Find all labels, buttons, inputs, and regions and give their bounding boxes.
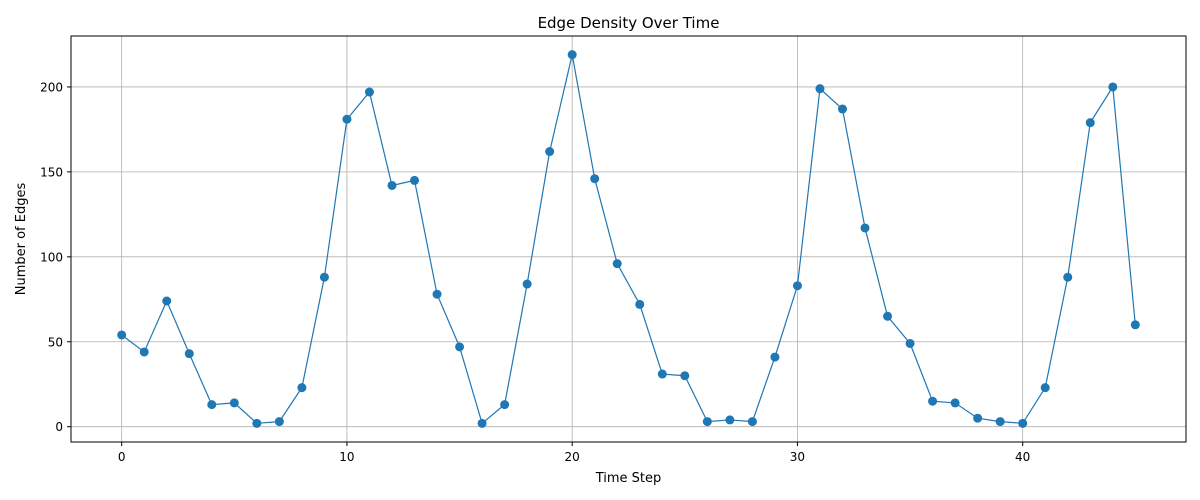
y-tick-label: 0 (55, 420, 63, 434)
data-point (815, 84, 825, 94)
data-point (432, 289, 442, 299)
data-point (500, 400, 510, 410)
data-point (117, 330, 127, 340)
data-point (973, 413, 983, 423)
data-point (725, 415, 735, 425)
data-point (207, 400, 217, 410)
data-point (837, 104, 847, 114)
x-axis-label: Time Step (595, 471, 662, 486)
y-tick-label: 100 (40, 250, 63, 264)
data-point (1108, 82, 1118, 92)
data-point (477, 418, 487, 428)
data-point (995, 417, 1005, 427)
data-point (567, 50, 577, 60)
y-tick-label: 50 (48, 335, 63, 349)
data-point (522, 279, 532, 289)
data-point (1040, 383, 1050, 393)
data-point (342, 114, 352, 124)
grid (71, 36, 1186, 442)
data-point (229, 398, 239, 408)
ticks: 0 10 20 30 40 0 50 100 150 200 (40, 80, 1030, 464)
data-point (792, 281, 802, 291)
series-line (121, 54, 1136, 425)
data-point (387, 180, 397, 190)
data-point (883, 311, 893, 321)
data-point (747, 417, 757, 427)
data-point (252, 418, 262, 428)
plot-frame (70, 35, 1187, 443)
chart-title: Edge Density Over Time (538, 14, 720, 32)
data-point (297, 383, 307, 393)
y-axis-label: Number of Edges (14, 183, 29, 296)
data-point (860, 223, 870, 233)
data-point (635, 299, 645, 309)
data-point (139, 347, 149, 357)
data-point (1018, 418, 1028, 428)
data-point (319, 272, 329, 282)
x-tick-label: 20 (565, 450, 580, 464)
data-point (1063, 272, 1073, 282)
x-tick-label: 30 (790, 450, 805, 464)
data-point (590, 174, 600, 184)
series (117, 50, 1140, 428)
data-point (928, 396, 938, 406)
data-point (680, 371, 690, 381)
data-point (657, 369, 667, 379)
data-point (950, 398, 960, 408)
data-point (455, 342, 465, 352)
data-point (545, 147, 555, 157)
x-tick-label: 0 (118, 450, 126, 464)
y-tick-label: 200 (40, 80, 63, 94)
x-tick-label: 10 (339, 450, 354, 464)
x-tick-label: 40 (1015, 450, 1030, 464)
data-point (364, 87, 374, 97)
data-point (905, 338, 915, 348)
data-point (1085, 118, 1095, 128)
data-point (1130, 320, 1140, 330)
y-tick-label: 150 (40, 165, 63, 179)
data-point (770, 352, 780, 362)
data-point (274, 417, 284, 427)
data-point (702, 417, 712, 427)
data-point (410, 175, 420, 185)
data-point (184, 349, 194, 359)
data-point (162, 296, 172, 306)
data-point (612, 259, 622, 269)
